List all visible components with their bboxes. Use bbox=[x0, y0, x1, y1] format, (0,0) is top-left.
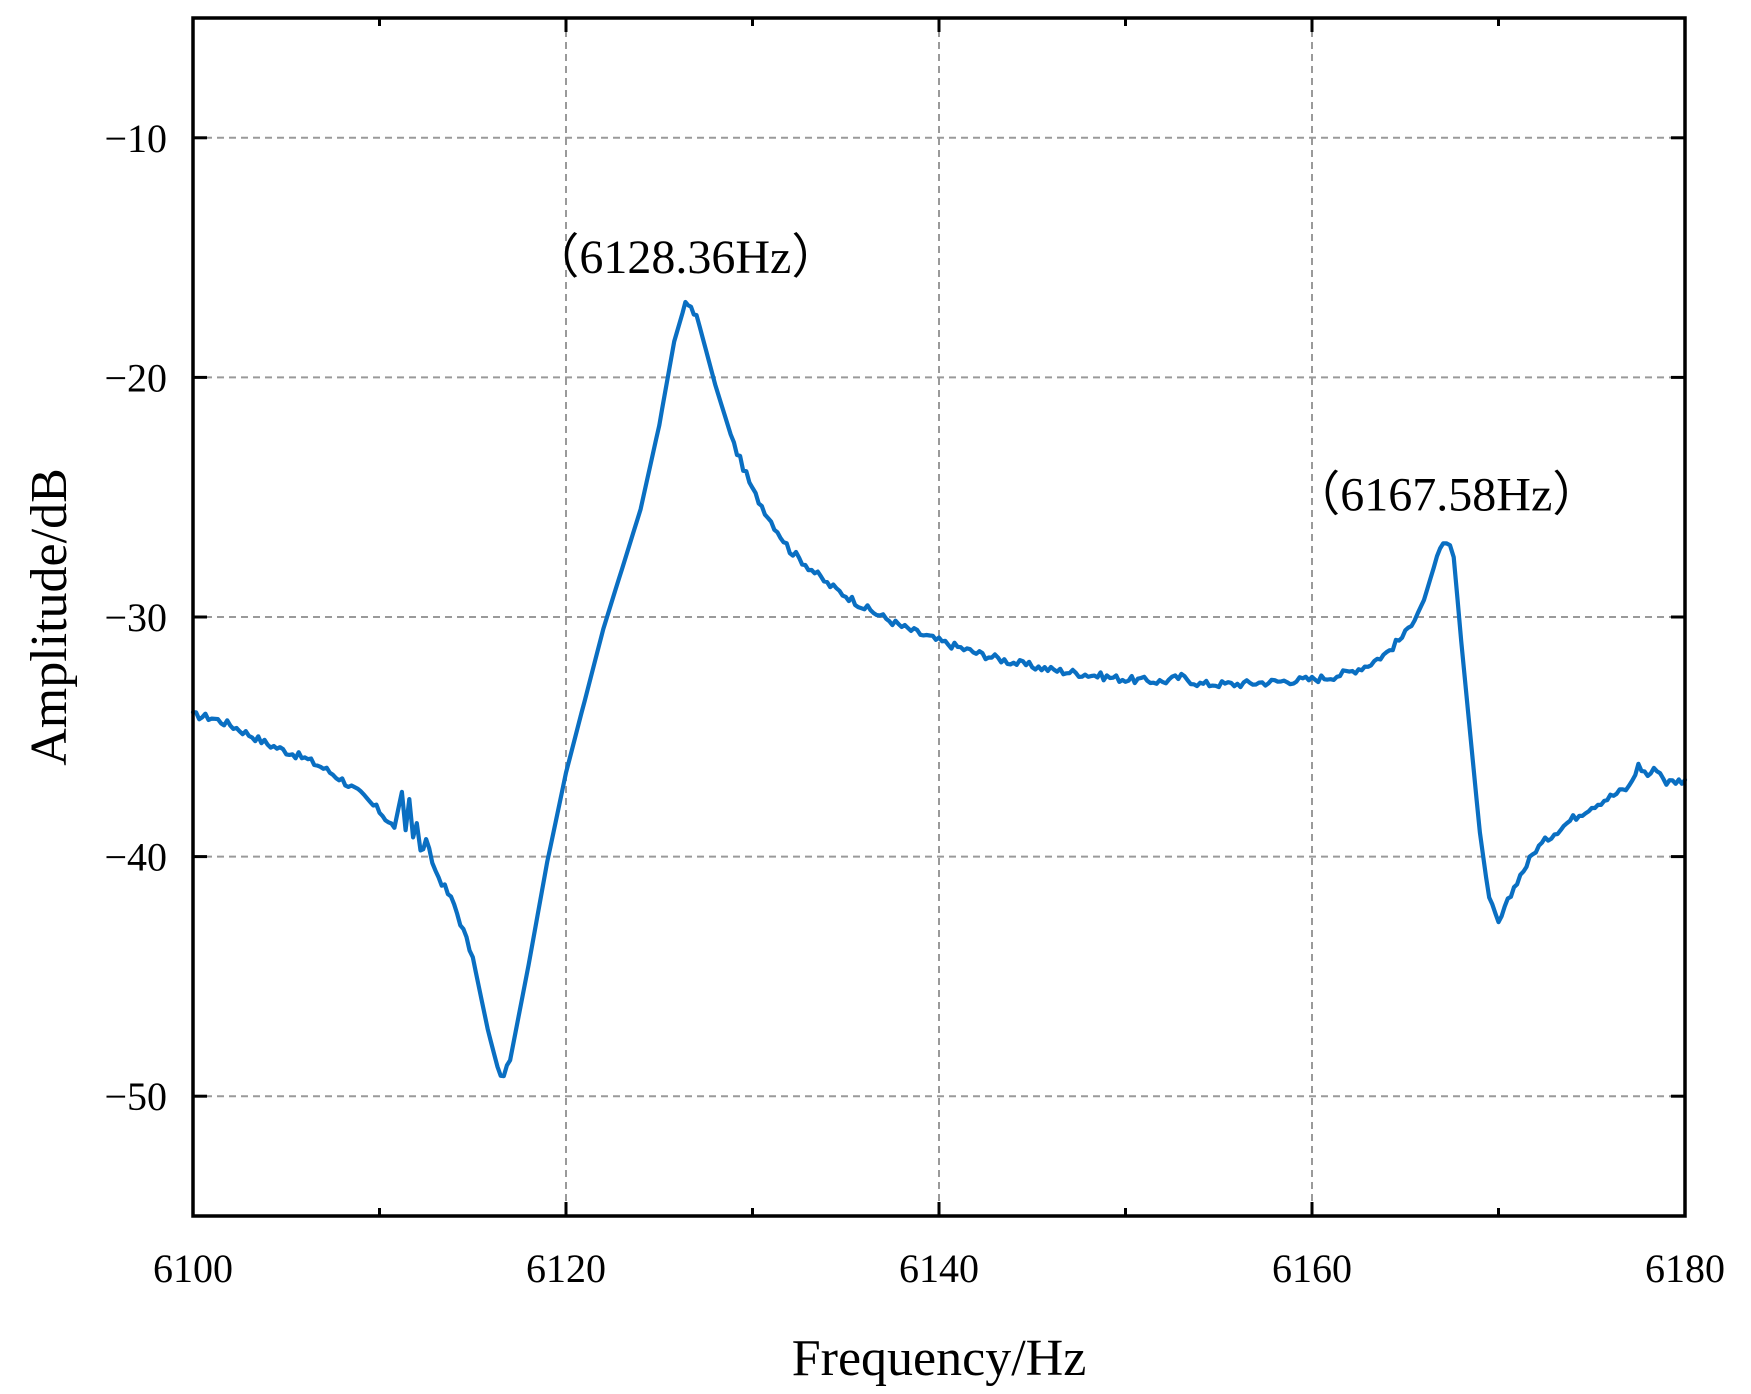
y-tick-label: −40 bbox=[104, 835, 167, 880]
y-tick-label: −20 bbox=[104, 355, 167, 400]
x-tick-label: 6160 bbox=[1272, 1246, 1352, 1291]
peak-annotation-1: （6167.58Hz） bbox=[1292, 468, 1600, 521]
axis-ticks bbox=[191, 18, 1687, 1216]
axis-tick-labels: 6100 6120 6140 6160 6180 −10 −20 −30 −40 −50 bbox=[104, 116, 1725, 1291]
x-axis-label: Frequency/Hz bbox=[792, 1330, 1087, 1387]
y-tick-label: −10 bbox=[104, 116, 167, 161]
x-tick-label: 6180 bbox=[1645, 1246, 1725, 1291]
peak-annotation-0: （6128.36Hz） bbox=[531, 231, 839, 284]
y-tick-label: −30 bbox=[104, 595, 167, 640]
series-layer bbox=[190, 299, 1688, 1079]
series-line-0 bbox=[190, 299, 1688, 1079]
x-tick-label: 6140 bbox=[899, 1246, 979, 1291]
y-axis-label: Amplitude/dB bbox=[21, 468, 78, 766]
grid bbox=[193, 18, 1685, 1216]
x-tick-label: 6100 bbox=[153, 1246, 233, 1291]
y-tick-label: −50 bbox=[104, 1074, 167, 1119]
peak-annotations: （6128.36Hz） （6167.58Hz） bbox=[531, 231, 1600, 521]
x-tick-label: 6120 bbox=[526, 1246, 606, 1291]
